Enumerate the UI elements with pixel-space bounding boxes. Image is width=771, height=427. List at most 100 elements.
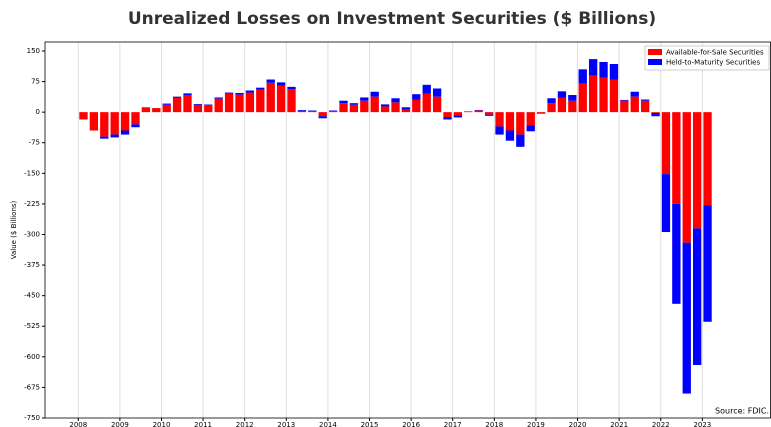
bar [505,130,515,141]
bar [339,100,348,104]
y-tick-label: -375 [24,261,40,269]
bar [672,203,681,304]
y-tick-label: -600 [24,353,40,361]
bar [235,94,244,113]
bar [401,107,411,110]
x-tick-label: 2022 [652,421,670,427]
bar [412,99,421,113]
bar [245,90,255,93]
bar [204,104,213,113]
bar [526,112,535,126]
bar [370,91,379,97]
x-tick-label: 2017 [444,421,462,427]
bar [152,108,161,113]
bar [484,112,494,115]
bar [110,112,119,135]
y-tick-label: 150 [27,47,40,55]
bar [360,100,369,113]
bar [620,100,629,113]
y-tick-label: -675 [24,383,40,391]
x-tick-label: 2014 [319,421,337,427]
legend-label: Available-for-Sale Securities [666,49,764,57]
y-tick-label: -225 [24,200,40,208]
bar [318,112,327,117]
y-tick-label: -150 [24,169,40,177]
bar [100,112,109,137]
bar [599,61,608,78]
bar [443,117,452,120]
x-tick-label: 2010 [153,421,171,427]
bar [162,104,171,113]
x-tick-label: 2008 [69,421,87,427]
bar [661,174,671,233]
bar [380,104,390,107]
bar [453,115,463,118]
bar [256,89,265,113]
bar [172,97,182,113]
bar [131,124,140,128]
bar [516,112,525,135]
bar [224,92,234,94]
bar [672,112,681,204]
bar [568,95,577,101]
bar [453,112,463,116]
bar [661,112,671,175]
bar [474,110,483,113]
y-tick-label: -750 [24,414,40,422]
y-tick-label: -525 [24,322,40,330]
bar [391,102,400,113]
bar [193,104,203,113]
bar [505,112,515,131]
bar [412,94,421,100]
bar [339,103,348,113]
bar [79,112,88,120]
bar [266,79,275,83]
bar [266,82,275,113]
y-tick-label: -75 [29,139,40,147]
bar [609,79,619,113]
bar [651,112,660,117]
x-tick-label: 2023 [693,421,711,427]
chart-title: Unrealized Losses on Investment Securiti… [128,9,656,29]
bar [256,87,265,90]
x-tick-label: 2015 [361,421,379,427]
x-tick-label: 2016 [402,421,420,427]
x-tick-label: 2012 [236,421,254,427]
bar [276,82,286,86]
bar [495,126,504,135]
x-tick-label: 2018 [485,421,503,427]
bar [183,93,192,96]
bar [349,103,359,105]
bar [692,228,702,365]
bar [588,75,598,113]
bar [484,114,494,116]
bar [547,98,556,104]
bar [245,92,255,113]
bar [578,69,587,84]
bar [214,98,223,113]
bar [328,110,338,112]
bar [224,93,234,113]
x-tick-label: 2009 [111,421,129,427]
bar [526,125,535,132]
bar [276,85,286,113]
x-tick-label: 2013 [277,421,295,427]
annotation: Source: FDIC. [715,407,769,416]
bar [308,111,317,113]
legend-swatch [648,59,662,65]
legend-swatch [648,49,662,55]
bar [183,95,192,113]
legend-label: Held-to-Maturity Securities [666,59,760,67]
bar [640,99,650,101]
bar [692,112,702,229]
bar [682,112,691,243]
bar [422,84,431,94]
x-tick-label: 2021 [610,421,628,427]
bar [588,59,598,76]
y-tick-label: -300 [24,230,40,238]
bar [547,103,556,113]
bar [495,112,504,127]
y-axis-label: Value ($ Billions) [10,200,18,259]
bar [89,112,99,131]
